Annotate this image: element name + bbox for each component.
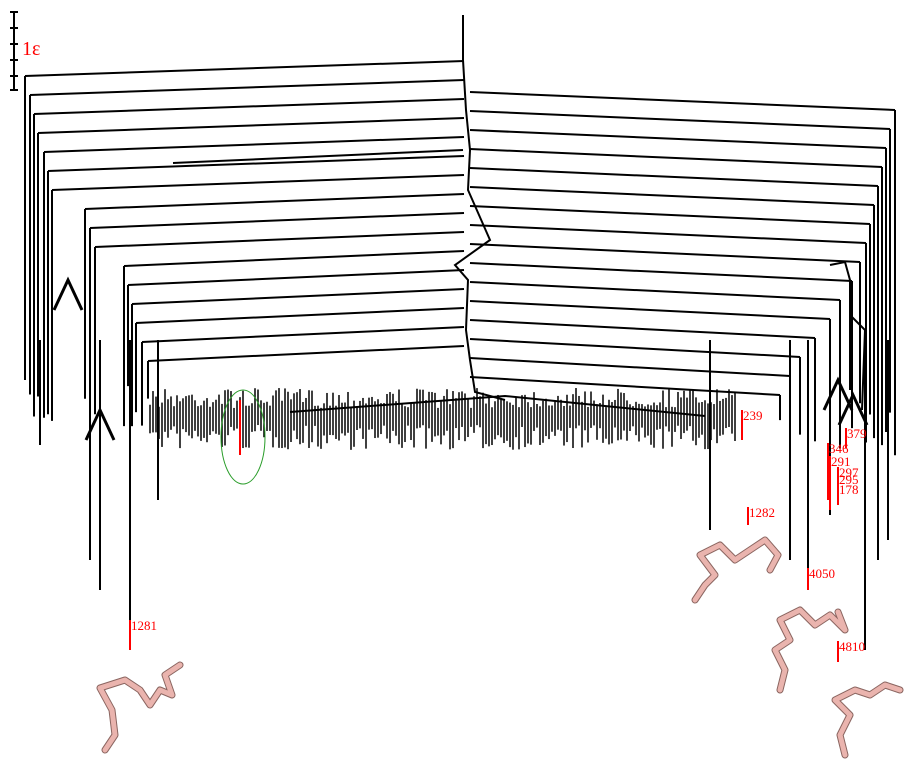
highlighted-minima [130, 400, 846, 662]
branch [470, 320, 815, 338]
branch [470, 149, 882, 167]
scale-bar [10, 12, 18, 90]
minimum-label: 1282 [749, 505, 775, 520]
scale-label: 1ε [22, 38, 40, 60]
branch [124, 251, 464, 266]
branch [30, 80, 464, 95]
structure [100, 665, 180, 750]
branch [48, 156, 464, 171]
branch [95, 232, 464, 247]
disconnectivity-graph: 1ε 1281128240504810239379346291297295178 [0, 0, 904, 762]
leaf-fan [54, 280, 82, 310]
page: {"scale_label": "1ε", "labels": ["1281",… [0, 0, 904, 762]
branch [470, 225, 866, 243]
branch [470, 92, 895, 110]
branch [128, 270, 464, 285]
branch [142, 327, 464, 342]
branch [34, 99, 464, 114]
tree [25, 15, 895, 650]
branch [470, 187, 874, 205]
minimum-label: 4810 [839, 639, 865, 654]
branch [470, 130, 886, 148]
branch [38, 118, 464, 133]
minimum-label: 239 [743, 408, 763, 423]
branch [470, 244, 860, 262]
minimum-label: 1281 [131, 618, 157, 633]
branch [470, 377, 780, 395]
branch [136, 308, 464, 323]
branch [132, 289, 464, 304]
branch [148, 346, 464, 361]
structure [835, 685, 900, 755]
branch [470, 111, 890, 129]
branch [470, 282, 840, 300]
branch [470, 358, 790, 376]
minimum-label: 4050 [809, 566, 835, 581]
structure [775, 610, 845, 690]
branch [25, 61, 464, 76]
branch [470, 339, 800, 357]
minimum-label: 178 [839, 482, 859, 497]
minimum-label: 379 [847, 426, 867, 441]
branch [90, 213, 464, 228]
branch [52, 175, 464, 190]
branch [470, 263, 852, 281]
branch [44, 137, 464, 152]
branch [85, 194, 464, 209]
branch [470, 168, 878, 186]
structures [100, 540, 900, 755]
branch [470, 301, 830, 319]
branch [470, 206, 870, 224]
